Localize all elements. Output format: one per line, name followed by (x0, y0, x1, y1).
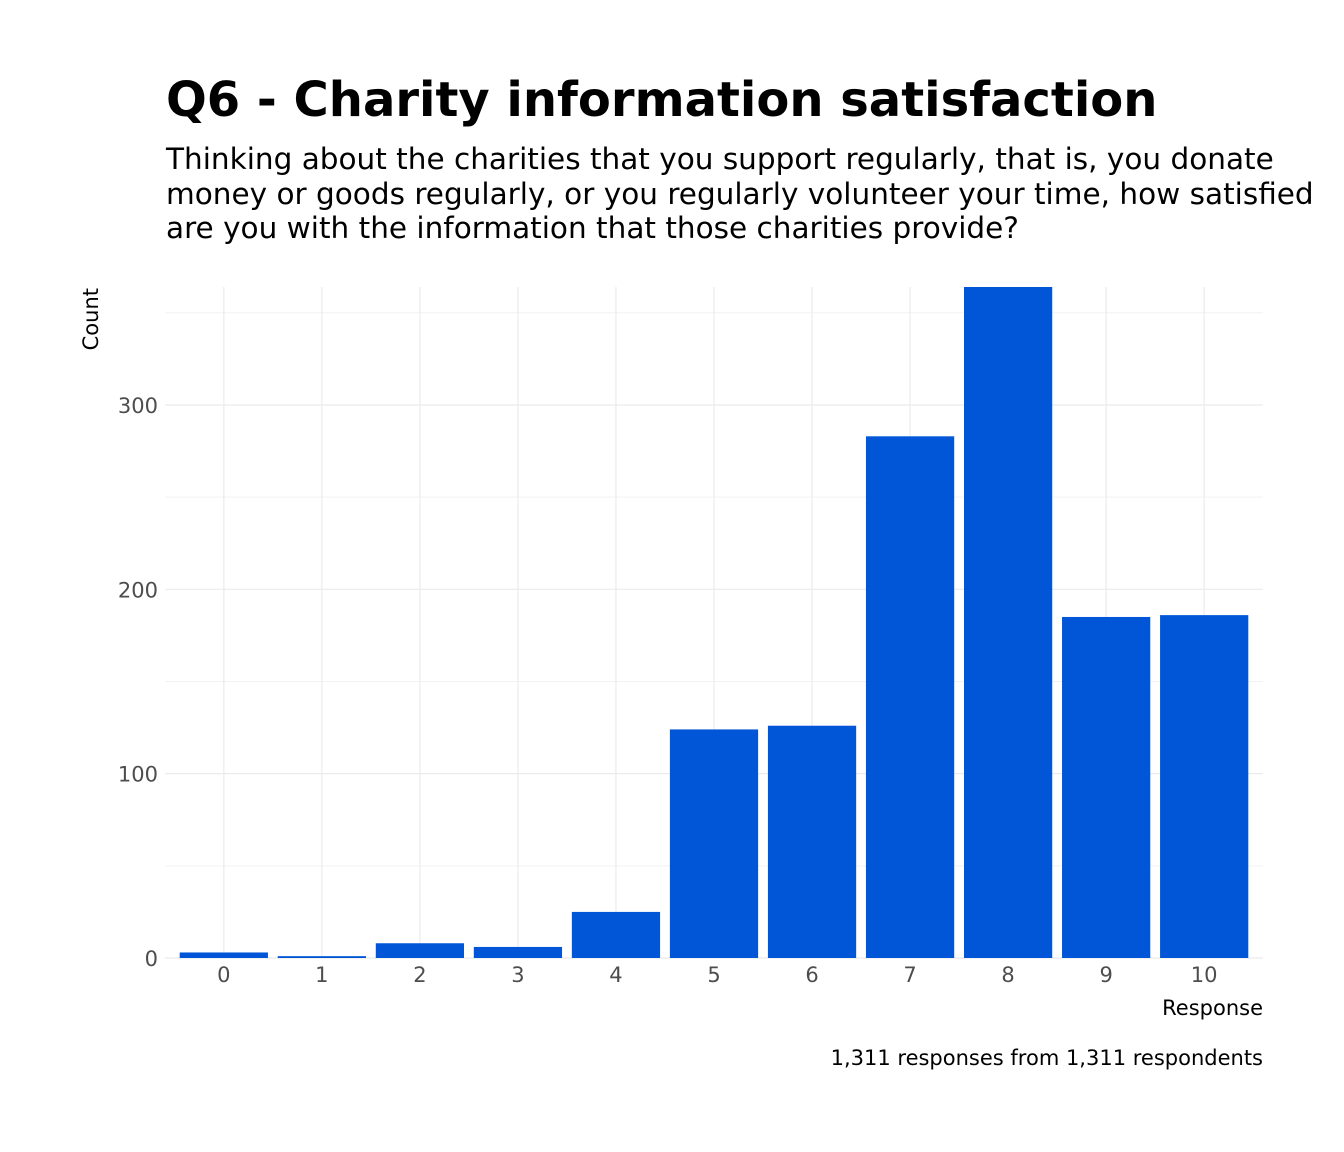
subtitle-line: are you with the information that those … (166, 211, 1019, 245)
bar-2 (375, 943, 465, 958)
x-tick-label: 10 (1191, 963, 1218, 987)
chart-title: Q6 - Charity information satisfaction (166, 72, 1158, 128)
x-tick-label: 9 (1099, 963, 1112, 987)
y-tick-label: 300 (118, 394, 158, 418)
bar-3 (473, 946, 563, 958)
x-tick-label: 6 (805, 963, 818, 987)
bars (179, 287, 1249, 959)
bar-9 (1062, 616, 1151, 958)
y-tick-label: 100 (118, 763, 158, 787)
chart-subtitle: Thinking about the charities that you su… (166, 142, 1314, 246)
x-tick-label: 5 (707, 963, 720, 987)
bar-0 (179, 952, 268, 958)
x-tick-label: 7 (903, 963, 916, 987)
bar-6 (767, 725, 857, 958)
y-axis-ticks: 0 100 200 300 (118, 394, 158, 971)
y-axis-title: Count (79, 288, 103, 350)
x-tick-label: 8 (1001, 963, 1014, 987)
bar-1 (277, 956, 366, 958)
x-tick-label: 0 (217, 963, 230, 987)
x-tick-label: 3 (511, 963, 524, 987)
bar-7 (865, 436, 955, 959)
x-axis-ticks: 0 1 2 3 4 5 6 7 8 9 10 (217, 963, 1217, 987)
x-tick-label: 1 (315, 963, 328, 987)
y-tick-label: 0 (145, 947, 158, 971)
bar-4 (571, 911, 661, 958)
subtitle-line: Thinking about the charities that you su… (166, 142, 1274, 176)
x-tick-label: 4 (609, 963, 622, 987)
chart-caption: 1,311 responses from 1,311 respondents (831, 1046, 1263, 1070)
y-tick-label: 200 (118, 578, 158, 602)
x-tick-label: 2 (413, 963, 426, 987)
bar-10 (1160, 615, 1249, 958)
bar-8 (963, 287, 1053, 958)
subtitle-line: money or goods regularly, or you regular… (166, 176, 1314, 211)
bar-5 (669, 729, 759, 958)
x-axis-title: Response (1162, 996, 1263, 1020)
